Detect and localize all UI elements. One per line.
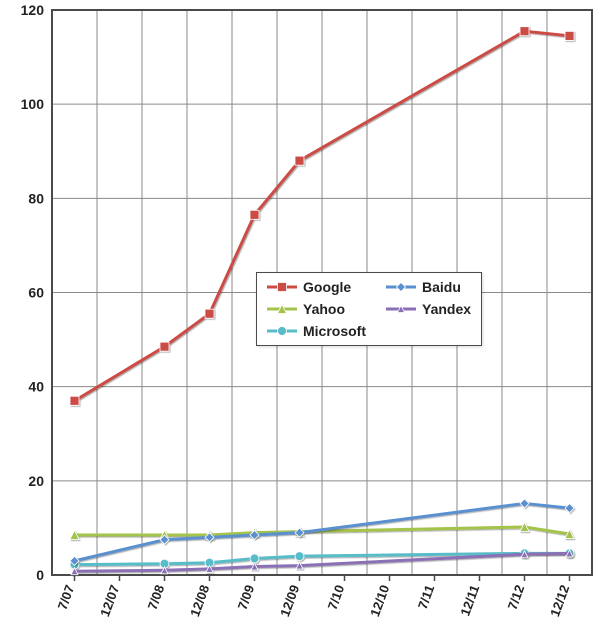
y-tick-label: 40 <box>28 379 44 395</box>
legend-label: Yandex <box>422 301 471 317</box>
legend-marker-yandex-icon <box>386 303 416 315</box>
x-tick-label: 7/10 <box>325 583 348 612</box>
legend-item-yandex: Yandex <box>386 301 471 317</box>
y-tick-label: 0 <box>36 567 44 583</box>
x-tick-label: 7/07 <box>55 583 78 612</box>
x-tick-label: 12/12 <box>547 583 572 619</box>
x-tick-label: 12/10 <box>367 583 392 619</box>
x-tick-label: 7/12 <box>505 583 528 612</box>
legend-item-yahoo: Yahoo <box>267 301 366 317</box>
legend-label: Baidu <box>422 279 461 295</box>
x-tick-label: 12/09 <box>277 583 302 619</box>
legend: Google Baidu Yahoo Yandex Microsoft <box>256 272 482 346</box>
x-tick-label: 12/07 <box>97 583 122 619</box>
legend-item-google: Google <box>267 279 366 295</box>
legend-marker-yahoo-icon <box>267 303 297 315</box>
y-tick-label: 80 <box>28 190 44 206</box>
legend-item-microsoft: Microsoft <box>267 323 366 339</box>
legend-marker-baidu-icon <box>386 281 416 293</box>
y-tick-label: 60 <box>28 285 44 301</box>
x-tick-label: 7/11 <box>415 583 438 611</box>
legend-label: Google <box>303 279 351 295</box>
x-tick-label: 7/08 <box>145 583 168 612</box>
y-tick-label: 20 <box>28 473 44 489</box>
x-tick-label: 12/11 <box>457 583 482 618</box>
legend-item-baidu: Baidu <box>386 279 471 295</box>
x-tick-label: 12/08 <box>187 583 212 619</box>
x-tick-label: 7/09 <box>235 583 258 612</box>
chart-container: 0 20 40 60 80 100 120 7/07 12/07 7/08 12/08 7/09 12/… <box>0 0 600 642</box>
legend-marker-google-icon <box>267 281 297 293</box>
y-tick-label: 100 <box>21 96 45 112</box>
legend-label: Yahoo <box>303 301 345 317</box>
legend-label: Microsoft <box>303 323 366 339</box>
y-tick-label: 120 <box>21 2 45 18</box>
legend-marker-microsoft-icon <box>267 325 297 337</box>
